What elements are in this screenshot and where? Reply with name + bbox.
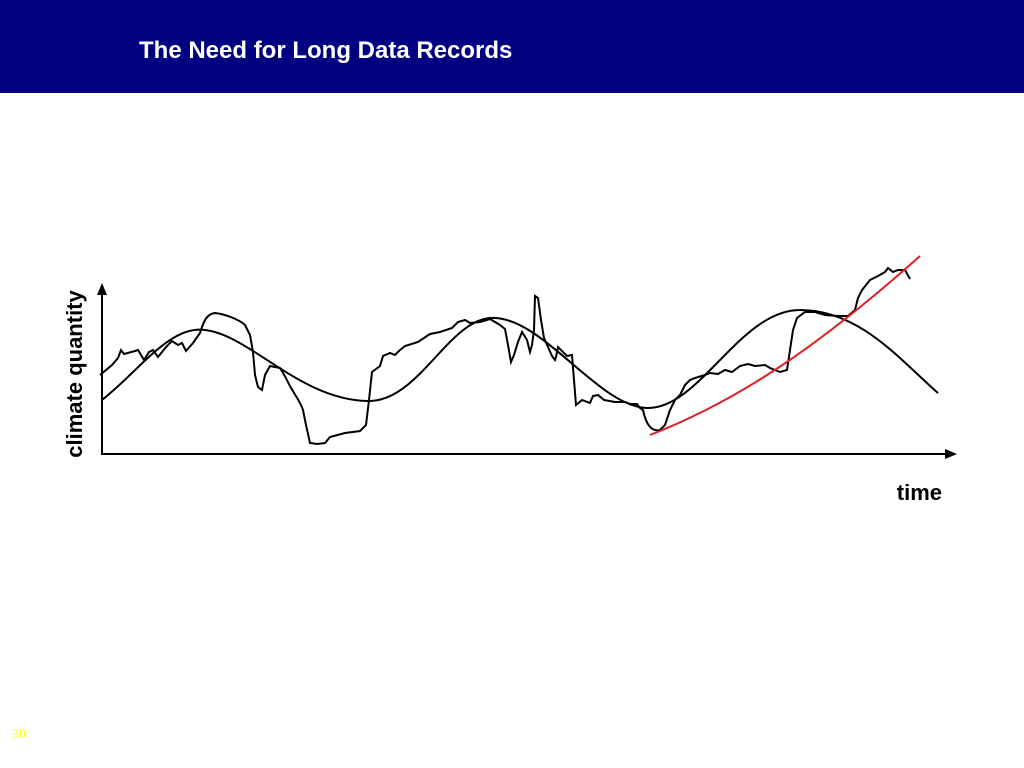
page-number: 30 [12, 727, 26, 742]
trend-curve [649, 255, 921, 436]
title-bar: The Need for Long Data Records [0, 0, 1024, 93]
smooth-oscillation-curve [101, 308, 939, 410]
slide-title: The Need for Long Data Records [139, 37, 513, 64]
x-axis-label: time [897, 480, 942, 505]
y-axis-label: climate quantity [62, 289, 87, 457]
noisy-data-curve [99, 266, 911, 446]
